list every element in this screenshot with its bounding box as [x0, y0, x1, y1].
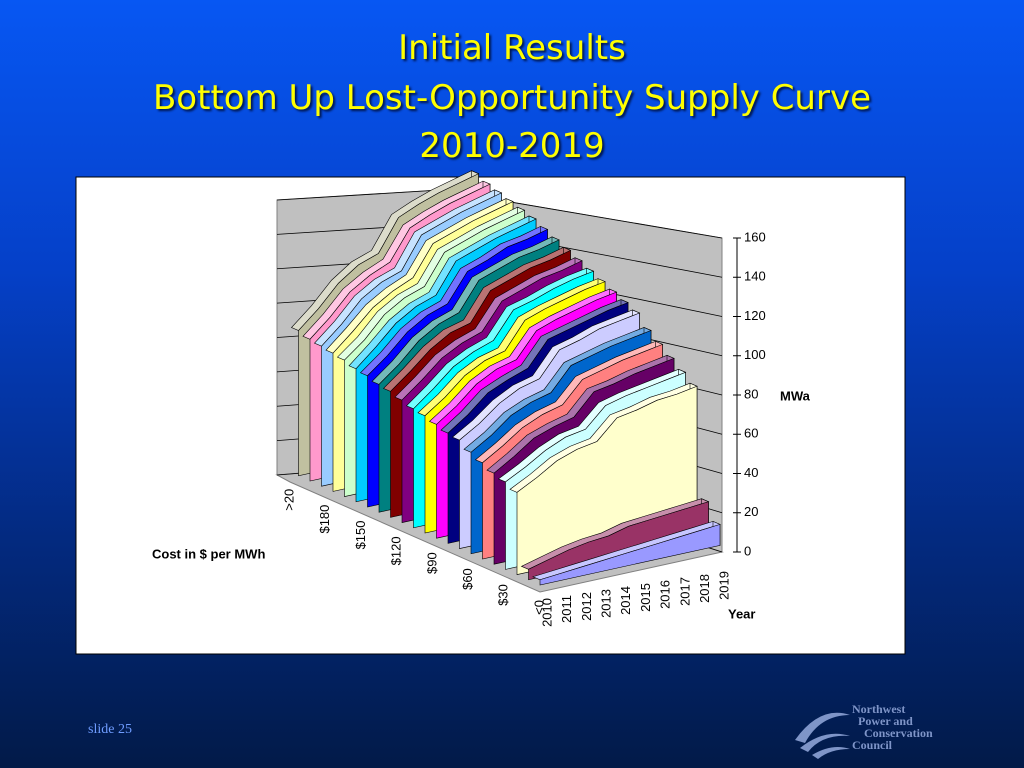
y-tick-label: 60: [744, 426, 758, 441]
logo-mark: [795, 712, 850, 759]
title-line: Initial Results: [398, 28, 626, 68]
z-axis-label: Cost in $ per MWh: [152, 546, 265, 561]
x-tick-label: 2016: [658, 580, 673, 609]
logo-text: Northwest Power and Conservation Council: [852, 702, 933, 752]
depth-tick-label: $180: [317, 505, 332, 534]
depth-tick-label: $90: [424, 552, 439, 574]
y-tick-label: 80: [744, 386, 758, 401]
depth-tick-label: $60: [460, 568, 475, 590]
y-tick-label: 100: [744, 347, 766, 362]
y-tick-label: 40: [744, 465, 758, 480]
title-line: 2010-2019: [419, 126, 605, 166]
y-tick-label: 160: [744, 229, 766, 244]
y-axis-label: MWa: [780, 388, 811, 403]
x-tick-label: 2018: [697, 574, 712, 603]
depth-tick-label: $30: [496, 584, 511, 606]
x-tick-label: 2010: [539, 598, 554, 627]
depth-tick-label: >20: [282, 489, 297, 511]
depth-tick-label: <0: [531, 600, 546, 615]
y-tick-label: 140: [744, 269, 766, 284]
y-tick-label: 0: [744, 543, 751, 558]
title-line: Bottom Up Lost-Opportunity Supply Curve: [152, 78, 872, 118]
ribbon-area: [539, 523, 721, 586]
x-tick-label: 2014: [618, 586, 633, 615]
footer: slide 25: [88, 722, 132, 737]
x-tick-label: 2017: [677, 577, 692, 606]
depth-tick-label: $120: [389, 536, 404, 565]
x-axis-label: Year: [728, 606, 755, 621]
y-tick-label: 120: [744, 308, 766, 323]
x-tick-label: 2019: [717, 571, 732, 600]
x-tick-label: 2011: [559, 595, 574, 623]
x-tick-label: 2012: [579, 592, 594, 621]
depth-tick-label: $150: [353, 521, 368, 550]
x-tick-label: 2015: [638, 583, 653, 612]
y-tick-label: 20: [744, 504, 758, 519]
x-tick-label: 2013: [599, 589, 614, 618]
ribbon: [532, 520, 721, 586]
